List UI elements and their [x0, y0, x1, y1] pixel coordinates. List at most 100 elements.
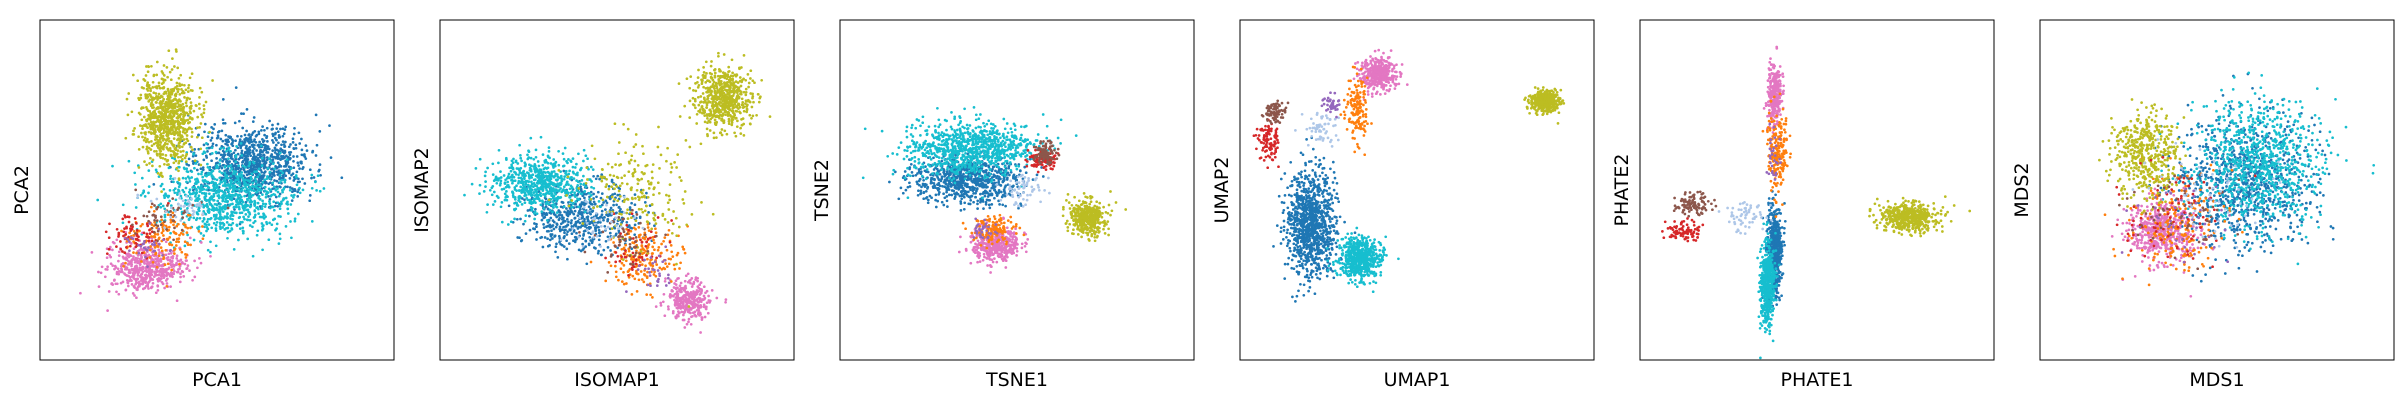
data-point	[239, 134, 243, 138]
data-point	[274, 155, 278, 159]
data-point	[576, 197, 579, 201]
data-point	[520, 188, 524, 192]
data-point	[234, 170, 238, 174]
data-point	[134, 206, 138, 209]
data-point	[189, 243, 192, 247]
data-point	[537, 173, 540, 177]
data-point	[159, 215, 163, 219]
data-point	[293, 219, 297, 223]
data-point	[166, 75, 169, 79]
data-point	[243, 217, 246, 221]
data-point	[203, 225, 206, 229]
data-point	[527, 192, 531, 196]
data-point	[551, 210, 554, 214]
data-point	[589, 212, 592, 216]
data-point	[222, 205, 225, 208]
data-point	[133, 127, 136, 130]
data-point	[122, 264, 125, 268]
data-point	[545, 219, 549, 222]
data-point	[198, 187, 202, 190]
data-point	[257, 194, 261, 198]
data-point	[154, 101, 158, 104]
data-point	[124, 233, 128, 236]
data-point	[215, 143, 218, 147]
data-point	[274, 131, 277, 135]
data-point	[234, 148, 237, 152]
data-point	[205, 180, 208, 183]
data-point	[243, 176, 247, 180]
data-point	[142, 246, 146, 250]
data-point	[281, 190, 284, 194]
data-point	[247, 176, 250, 180]
data-point	[182, 138, 186, 141]
data-point	[253, 219, 257, 223]
data-point	[117, 292, 121, 296]
data-point	[552, 195, 555, 199]
data-point	[168, 147, 172, 150]
data-point	[573, 209, 577, 213]
data-point	[192, 216, 196, 220]
data-point	[150, 285, 153, 289]
data-point	[140, 260, 143, 263]
data-point	[162, 74, 166, 77]
data-point	[258, 205, 262, 208]
data-point	[528, 214, 531, 218]
data-point	[221, 210, 225, 213]
data-point	[147, 122, 150, 126]
data-point	[156, 146, 160, 149]
data-point	[169, 231, 172, 235]
data-point	[182, 190, 186, 194]
data-point	[252, 189, 256, 193]
data-point	[653, 224, 656, 228]
data-point	[547, 202, 550, 206]
data-point	[259, 191, 263, 194]
data-point	[613, 192, 617, 196]
data-point	[163, 102, 167, 106]
data-point	[215, 157, 218, 160]
data-point	[124, 288, 128, 292]
data-point	[567, 172, 571, 176]
data-point	[541, 153, 545, 156]
data-point	[563, 219, 567, 223]
data-point	[289, 150, 293, 154]
data-point	[178, 93, 182, 96]
data-point	[602, 218, 605, 222]
data-point	[243, 194, 246, 198]
data-point	[188, 180, 192, 183]
data-point	[239, 146, 243, 150]
data-point	[176, 101, 179, 105]
data-point	[158, 152, 162, 156]
data-point	[153, 246, 157, 249]
data-point	[545, 225, 548, 228]
data-point	[166, 147, 169, 151]
data-point	[221, 118, 225, 122]
data-point	[296, 195, 300, 198]
data-point	[284, 140, 287, 144]
data-point	[292, 175, 296, 179]
data-point	[177, 107, 181, 111]
data-point	[156, 239, 159, 243]
data-point	[116, 267, 120, 271]
data-point	[155, 107, 159, 110]
data-point	[633, 223, 637, 227]
data-point	[238, 119, 241, 123]
data-point	[271, 127, 274, 131]
data-point	[190, 127, 193, 131]
data-point	[226, 170, 229, 173]
data-point	[512, 208, 516, 211]
data-point	[271, 187, 274, 191]
data-point	[149, 127, 153, 131]
data-point	[679, 281, 683, 285]
data-point	[148, 222, 152, 225]
data-point	[279, 169, 283, 173]
data-point	[127, 92, 131, 95]
data-point	[249, 154, 253, 158]
data-point	[560, 243, 564, 247]
data-point	[527, 156, 531, 159]
data-point	[678, 284, 682, 288]
data-point	[239, 142, 243, 145]
data-point	[175, 166, 179, 170]
data-point	[243, 170, 247, 174]
data-point	[689, 322, 693, 326]
data-point	[551, 187, 555, 190]
